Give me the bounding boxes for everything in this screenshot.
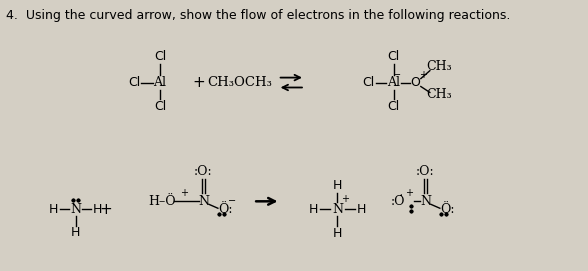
Text: Cl: Cl: [154, 50, 166, 63]
Text: Cl: Cl: [154, 100, 166, 113]
Text: Cl: Cl: [387, 100, 400, 113]
Text: CH₃: CH₃: [426, 60, 452, 73]
Text: H: H: [93, 203, 102, 216]
Text: :O:: :O:: [194, 165, 213, 178]
Text: Cl: Cl: [387, 50, 400, 63]
Text: H: H: [49, 203, 59, 216]
Text: +: +: [99, 202, 112, 217]
Text: CH₃: CH₃: [426, 88, 452, 101]
Text: Ö:: Ö:: [218, 203, 232, 216]
Text: H: H: [333, 179, 342, 192]
Text: Cl: Cl: [362, 76, 375, 89]
Text: N: N: [420, 195, 431, 208]
Text: H: H: [333, 227, 342, 240]
Text: +: +: [181, 188, 188, 198]
Text: CH₃OCH₃: CH₃OCH₃: [207, 76, 272, 89]
Text: O: O: [410, 76, 420, 89]
Text: Ö:: Ö:: [440, 203, 455, 216]
Text: +: +: [405, 188, 413, 198]
Text: H: H: [356, 203, 366, 216]
Text: −: −: [393, 70, 402, 80]
Text: +: +: [192, 75, 205, 90]
Text: H: H: [71, 227, 81, 240]
Text: +: +: [419, 70, 427, 80]
Text: Al: Al: [387, 76, 400, 89]
Text: Al: Al: [153, 76, 166, 89]
Text: N: N: [70, 203, 81, 216]
Text: Cl: Cl: [128, 76, 141, 89]
Text: N: N: [332, 203, 343, 216]
Text: :Ȯ: :Ȯ: [391, 195, 405, 208]
Text: N: N: [198, 195, 209, 208]
Text: +: +: [340, 194, 349, 204]
Text: H: H: [309, 203, 319, 216]
Text: 4.  Using the curved arrow, show the flow of electrons in the following reaction: 4. Using the curved arrow, show the flow…: [6, 9, 510, 22]
Text: H–Ö: H–Ö: [148, 195, 176, 208]
Text: :O:: :O:: [416, 165, 435, 178]
Text: −: −: [228, 196, 236, 206]
